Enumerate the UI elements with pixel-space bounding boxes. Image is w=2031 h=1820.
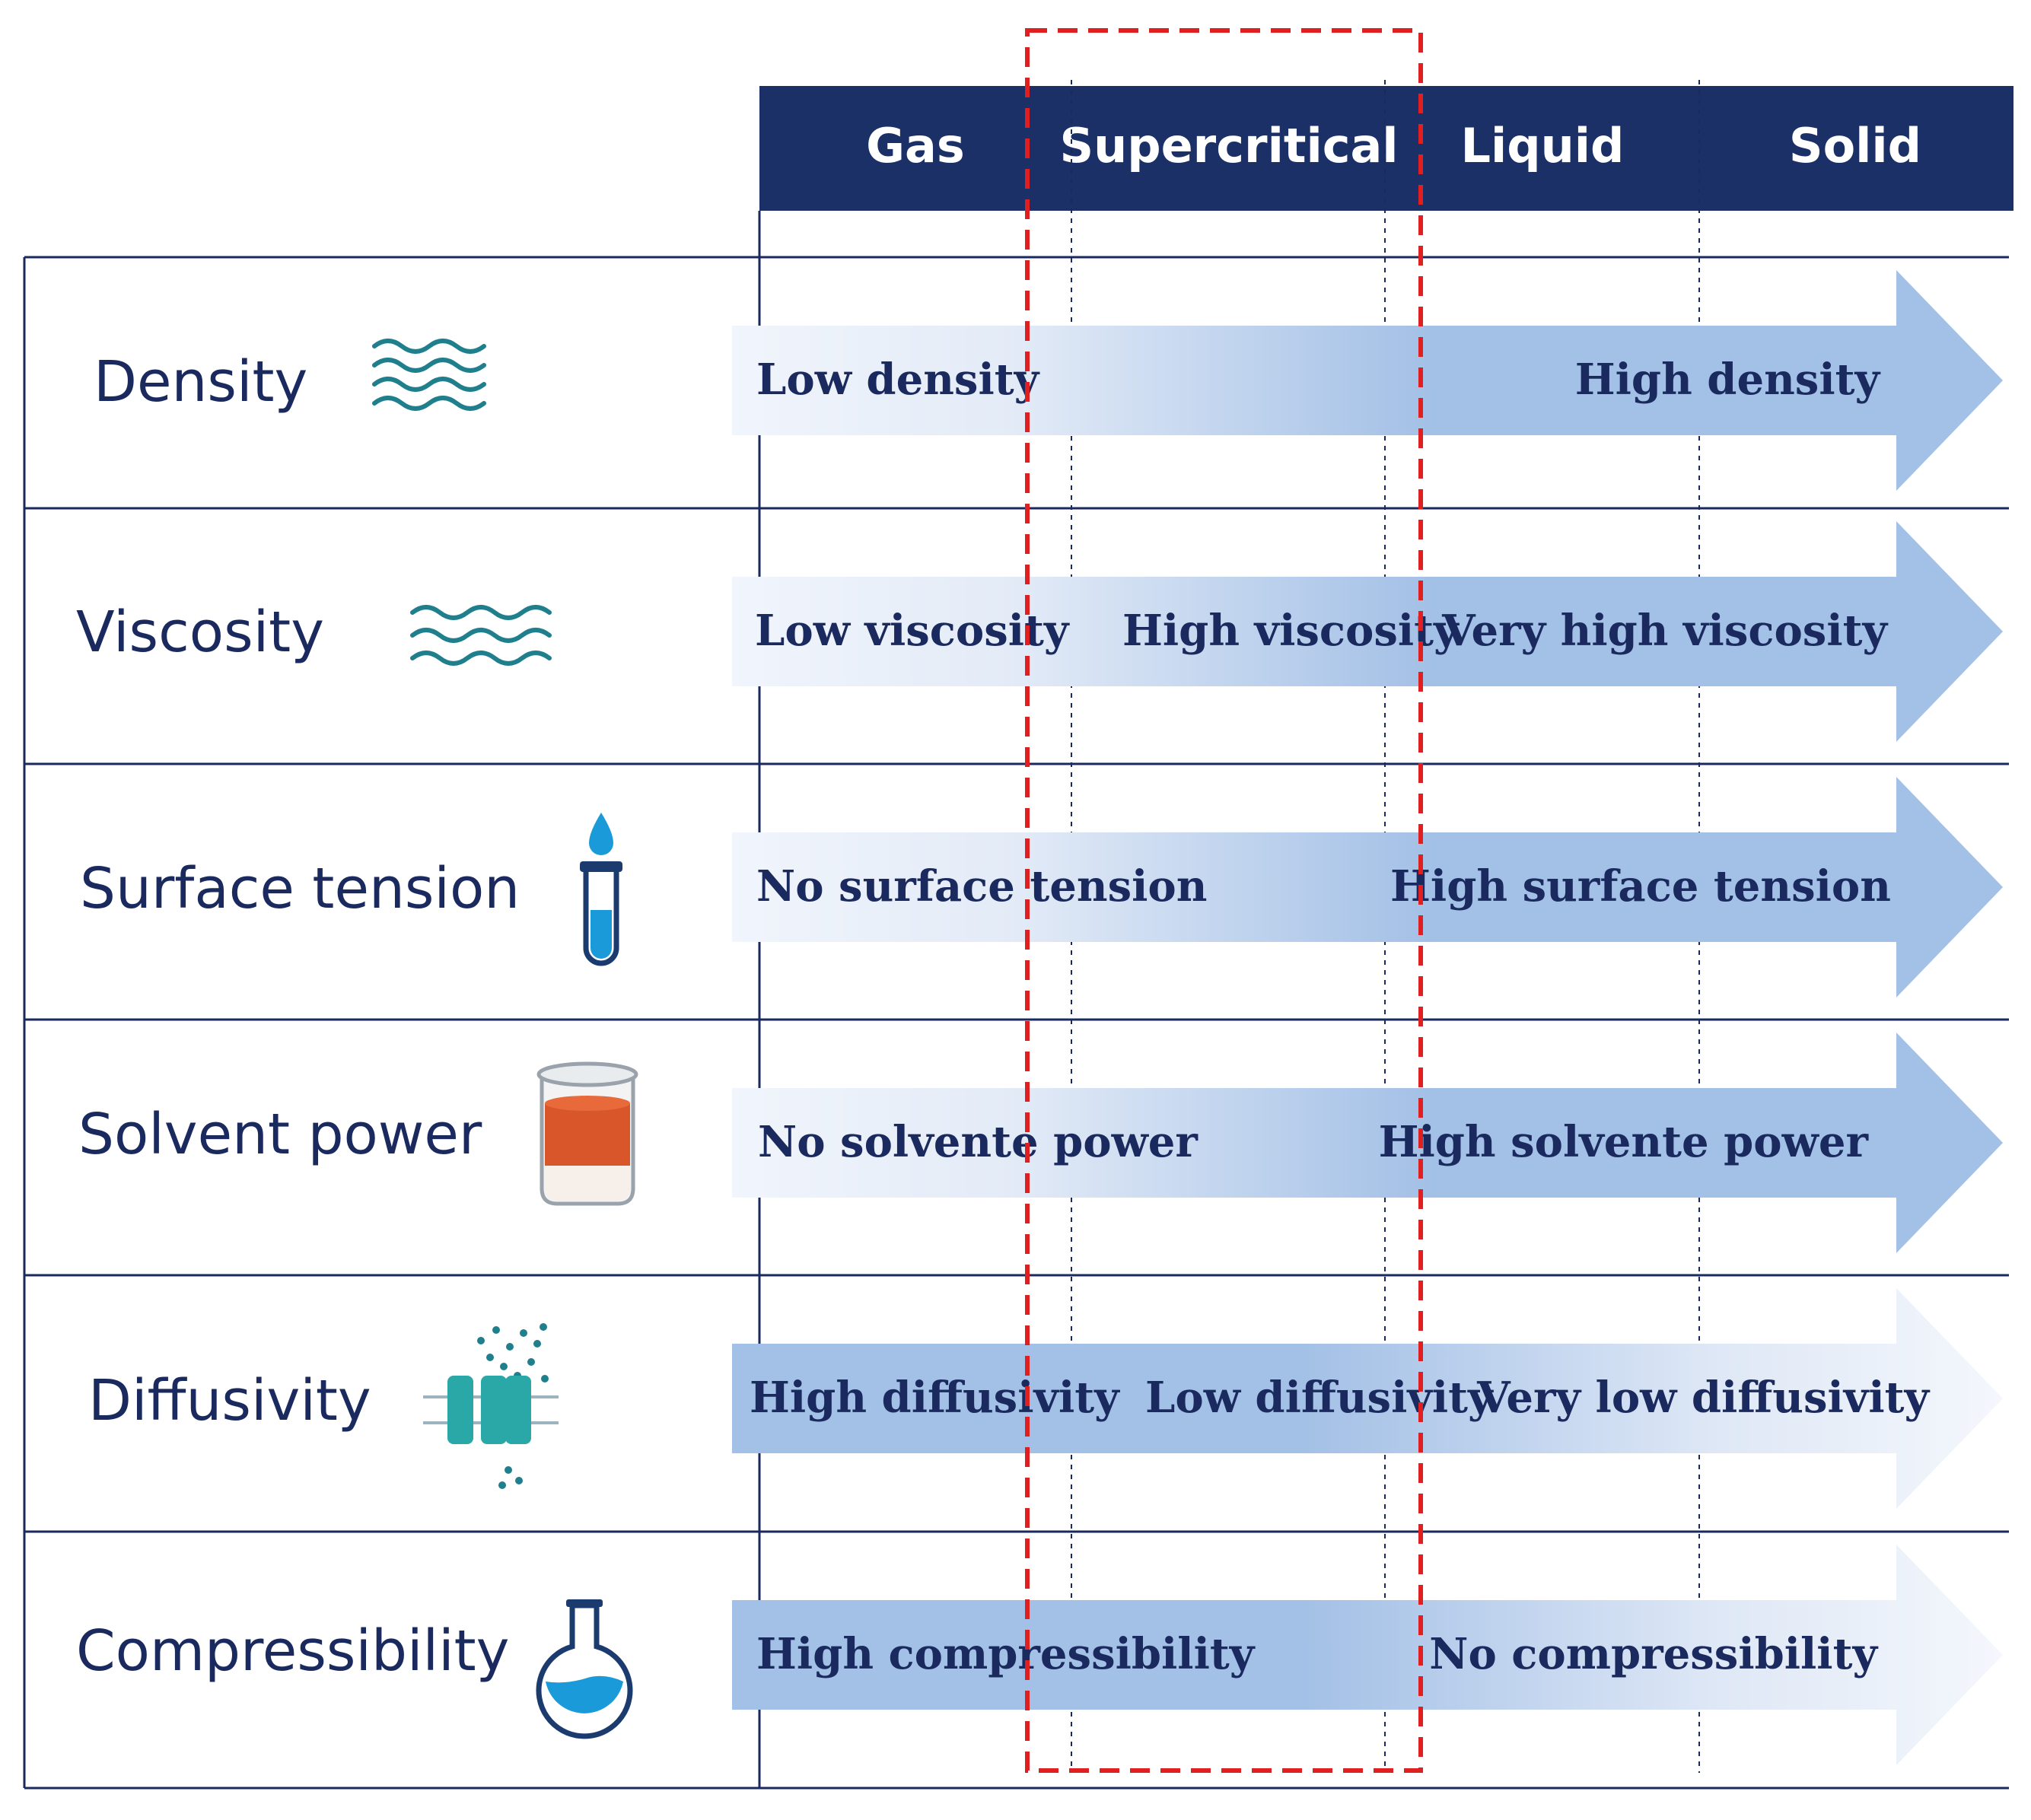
property-arrow [732, 1032, 2003, 1253]
column-header-supercritical: Supercritical [1059, 118, 1398, 173]
arrow-label: Low viscosity [755, 606, 1070, 656]
membrane-channel-icon [423, 1323, 559, 1489]
arrow-label: High solvente power [1379, 1117, 1870, 1167]
arrow-label: High density [1575, 355, 1881, 405]
row-label-solvent-power: Solvent power [78, 1102, 482, 1167]
property-arrows: Low density High density Low viscosity High… [732, 270, 2003, 1765]
row-label-compressibility: Compressibility [76, 1618, 509, 1684]
property-arrow [732, 521, 2003, 742]
property-arrow [732, 777, 2003, 998]
test-tube-icon [580, 813, 622, 966]
arrow-label: High compressibility [756, 1629, 1256, 1679]
property-arrow [732, 1545, 2003, 1765]
arrow-label: Very low diffusivity [1476, 1373, 1930, 1423]
row-label-diffusivity: Diffusivity [88, 1368, 371, 1433]
column-header-band: Gas Supercritical Liquid Solid [759, 86, 2013, 211]
arrow-label: High diffusivity [750, 1373, 1120, 1423]
supercritical-highlight [1025, 28, 1423, 1773]
arrow-label: No surface tension [756, 861, 1207, 912]
row-labels: Density Viscosity Surface tension Solven… [76, 349, 520, 1684]
property-arrow [732, 270, 2003, 491]
arrow-label: Low density [756, 355, 1040, 405]
row-label-surface-tension: Surface tension [80, 856, 520, 921]
header-background [759, 86, 2013, 211]
arrow-label: High viscosity [1122, 606, 1460, 656]
waves-icon [372, 339, 486, 411]
arrow-label: No compressibility [1429, 1629, 1878, 1679]
row-label-density: Density [94, 349, 307, 415]
arrow-label: Low diffusivity [1145, 1373, 1494, 1423]
column-header-solid: Solid [1789, 118, 1921, 173]
arrow-label: Very high viscosity [1441, 606, 1888, 656]
arrow-label: No solvente power [758, 1117, 1199, 1167]
property-arrow [732, 1288, 2003, 1509]
waves-icon [410, 605, 552, 666]
flask-icon [536, 1599, 633, 1739]
column-header-gas: Gas [866, 118, 965, 173]
table-grid [23, 211, 2009, 1790]
beaker-icon [536, 1061, 638, 1206]
row-label-viscosity: Viscosity [76, 600, 324, 665]
column-header-liquid: Liquid [1461, 118, 1625, 173]
arrow-label: High surface tension [1390, 861, 1891, 912]
